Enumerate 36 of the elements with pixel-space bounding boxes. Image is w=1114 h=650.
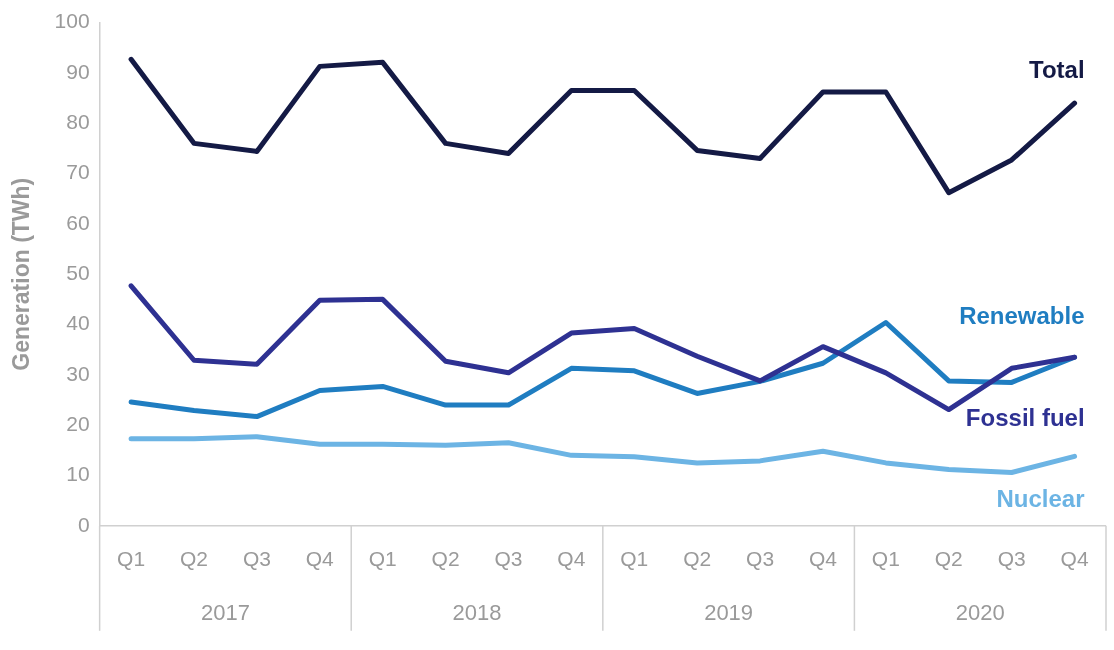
series-label: Renewable <box>959 301 1085 329</box>
text: 2018 <box>452 599 502 625</box>
x-tick-label: Q3 <box>746 547 775 571</box>
y-tick-label: 40 <box>66 311 90 335</box>
y-axis-title: Generation (TWh) <box>8 177 35 371</box>
y-tick-label: 80 <box>66 110 90 134</box>
x-tick-label: Q3 <box>494 547 523 571</box>
x-tick-label: Q2 <box>934 547 963 571</box>
text: 2020 <box>955 599 1005 625</box>
y-tick-label: 90 <box>66 59 90 83</box>
series-label: Fossil fuel <box>965 403 1085 431</box>
x-tick-label: Q4 <box>1060 547 1089 571</box>
x-tick-label: Q1 <box>620 547 649 571</box>
x-tick-label: Q2 <box>431 547 460 571</box>
x-tick-label: Q3 <box>242 547 271 571</box>
x-tick-label: Q1 <box>368 547 397 571</box>
x-tick-label: Q4 <box>808 547 838 571</box>
x-tick-label: Q4 <box>305 547 335 571</box>
y-tick-label: 30 <box>66 361 90 385</box>
series-label: Nuclear <box>996 484 1085 512</box>
y-tick-label: 60 <box>66 210 90 234</box>
x-tick-label: Q3 <box>997 547 1026 571</box>
text: 2019 <box>704 599 754 625</box>
y-tick-label: 10 <box>66 462 90 486</box>
y-tick-label: 0 <box>77 512 90 536</box>
y-tick-label: 50 <box>66 261 90 284</box>
x-tick-label: Q4 <box>557 547 586 571</box>
text: 2017 <box>200 599 250 625</box>
x-tick-label: Q1 <box>871 547 900 571</box>
y-tick-label: 70 <box>66 160 90 184</box>
series-label: Total <box>1029 55 1085 83</box>
x-tick-label: Q2 <box>683 547 712 571</box>
x-tick-label: Q2 <box>179 547 208 571</box>
y-tick-label: 100 <box>54 9 90 33</box>
y-tick-label: 20 <box>66 411 90 435</box>
x-tick-label: Q1 <box>117 547 146 571</box>
